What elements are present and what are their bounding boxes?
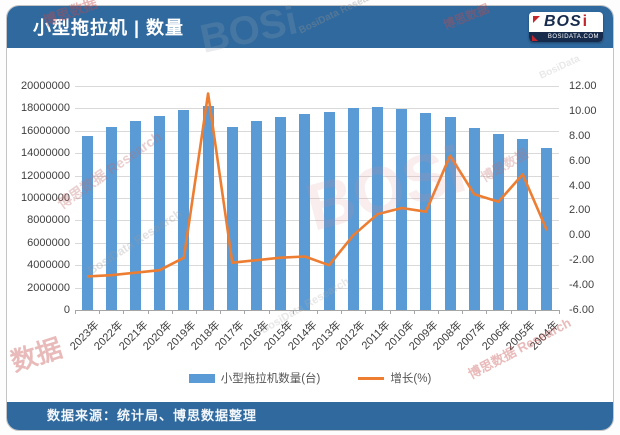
logo-red-triangle-small-icon bbox=[532, 35, 538, 41]
bar-2010年 bbox=[396, 108, 408, 310]
x-axis-tick bbox=[462, 310, 464, 314]
bar-2013年 bbox=[323, 111, 335, 310]
left-axis-tick-label: 8000000 bbox=[27, 214, 70, 227]
x-axis-tick bbox=[317, 310, 318, 314]
x-axis-tick bbox=[171, 310, 173, 314]
right-axis-tick-label: 8.00 bbox=[569, 129, 591, 142]
page-title: 小型拖拉机 | 数量 bbox=[33, 18, 185, 38]
x-axis-tick bbox=[147, 310, 149, 314]
bar-2014年 bbox=[299, 114, 311, 310]
left-axis-tick-label: 14000000 bbox=[21, 147, 70, 160]
legend-label-growth: 增长(%) bbox=[390, 373, 432, 385]
gridline bbox=[75, 265, 559, 267]
x-axis-tick bbox=[510, 310, 512, 314]
left-axis-tick-label: 2000000 bbox=[27, 281, 70, 294]
x-axis-tick bbox=[413, 310, 415, 314]
bar-2020年 bbox=[154, 115, 166, 310]
right-axis-tick-label: 0.00 bbox=[569, 229, 591, 242]
growth-line-series bbox=[87, 92, 549, 278]
left-axis-tick-label: 4000000 bbox=[27, 259, 70, 272]
bar-2023年 bbox=[81, 135, 93, 310]
gridline bbox=[75, 242, 559, 244]
x-axis-tick bbox=[389, 310, 391, 314]
logo-text-i: i bbox=[582, 13, 589, 30]
gridline bbox=[75, 130, 559, 132]
x-axis-tick bbox=[196, 310, 197, 314]
left-axis-tick-label: 6000000 bbox=[27, 236, 70, 249]
left-axis-tick-label: 18000000 bbox=[21, 102, 70, 115]
gridline bbox=[75, 287, 559, 289]
right-axis-tick-label: -6.00 bbox=[569, 304, 595, 316]
right-axis-tick-label: -4.00 bbox=[569, 279, 595, 292]
right-axis-tick-label: 2.00 bbox=[569, 204, 591, 217]
bar-2019年 bbox=[178, 109, 190, 310]
bar-2021年 bbox=[130, 121, 141, 310]
bar-2006年 bbox=[493, 133, 504, 310]
gridline bbox=[75, 86, 559, 87]
right-axis-tick-label: 10.00 bbox=[569, 104, 597, 117]
gridline bbox=[75, 108, 559, 110]
chart-card: 小型拖拉机 | 数量 BOS i BOSIDATA.COM 小型拖拉机数量(台) … bbox=[6, 5, 614, 431]
bar-2005年 bbox=[517, 138, 529, 310]
x-axis-tick bbox=[438, 310, 439, 314]
bar-2008年 bbox=[444, 117, 456, 310]
x-axis-tick bbox=[244, 310, 246, 314]
data-source-footer: 数据来源：统计局、博思数据整理 bbox=[7, 402, 613, 430]
bar-2007年 bbox=[468, 128, 480, 310]
bar-2015年 bbox=[275, 117, 287, 310]
gridline bbox=[75, 220, 559, 222]
chart-header: 小型拖拉机 | 数量 BOS i BOSIDATA.COM bbox=[7, 6, 613, 48]
x-axis-tick bbox=[559, 310, 560, 314]
right-axis-tick-label: 12.00 bbox=[569, 80, 597, 92]
logo-text: BOS bbox=[543, 13, 582, 30]
bar-2017年 bbox=[226, 126, 238, 310]
left-axis-tick-label: 10000000 bbox=[21, 192, 70, 204]
right-axis-tick-label: -2.00 bbox=[569, 254, 595, 267]
line-series-swatch-icon bbox=[358, 376, 385, 380]
legend-item-growth: 增长(%) bbox=[358, 370, 431, 386]
bar-2022年 bbox=[105, 127, 117, 310]
logo-domain-text: BOSIDATA.COM bbox=[547, 34, 599, 40]
x-axis-tick bbox=[365, 310, 367, 314]
x-axis-tick bbox=[123, 310, 125, 314]
gridline bbox=[75, 175, 559, 177]
x-axis-tick bbox=[534, 310, 536, 314]
legend-label-quantity: 小型拖拉机数量(台) bbox=[220, 373, 321, 385]
bar-2012年 bbox=[347, 108, 359, 310]
left-axis-tick-label: 12000000 bbox=[21, 169, 70, 182]
growth-line-path bbox=[87, 92, 549, 278]
bar-series-swatch-icon bbox=[188, 373, 215, 383]
x-axis-tick bbox=[220, 310, 222, 314]
right-axis-tick-label: 4.00 bbox=[569, 179, 591, 192]
x-axis-tick bbox=[99, 310, 101, 314]
chart-legend: 小型拖拉机数量(台) 增长(%) bbox=[7, 370, 613, 386]
bosi-logo-wordmark: BOS i bbox=[529, 12, 603, 32]
left-axis-tick-label: 0 bbox=[63, 304, 70, 316]
bar-2011年 bbox=[372, 106, 383, 310]
x-axis-tick bbox=[486, 310, 488, 314]
left-axis-tick-label: 16000000 bbox=[21, 124, 70, 137]
bosi-logo-domain: BOSIDATA.COM bbox=[529, 32, 603, 42]
left-axis-tick-label: 20000000 bbox=[21, 80, 70, 92]
x-axis-tick bbox=[292, 310, 294, 314]
bar-2018年 bbox=[202, 105, 214, 310]
right-axis-tick-label: 6.00 bbox=[569, 154, 591, 167]
chart-plot-region: 小型拖拉机数量(台) 增长(%) 20000000 18000000 1600000… bbox=[7, 48, 613, 402]
x-axis-tick bbox=[75, 310, 76, 314]
x-axis-tick bbox=[268, 310, 270, 314]
data-source-text: 数据来源：统计局、博思数据整理 bbox=[47, 408, 258, 423]
logo-red-triangle-icon bbox=[533, 16, 540, 23]
bosi-logo: BOS i BOSIDATA.COM bbox=[529, 12, 603, 42]
gridline bbox=[75, 198, 559, 199]
x-axis-tick bbox=[341, 310, 343, 314]
gridline bbox=[75, 153, 559, 155]
bar-2016年 bbox=[251, 120, 262, 310]
legend-item-quantity: 小型拖拉机数量(台) bbox=[188, 370, 321, 386]
